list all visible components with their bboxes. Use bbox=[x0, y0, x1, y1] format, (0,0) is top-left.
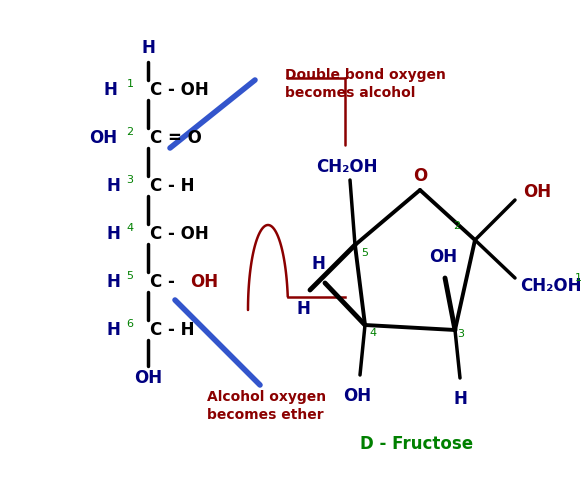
Text: CH₂OH: CH₂OH bbox=[316, 158, 378, 176]
Text: 3: 3 bbox=[127, 175, 134, 185]
Text: OH: OH bbox=[190, 273, 218, 291]
Text: 6: 6 bbox=[127, 319, 134, 329]
Text: 5: 5 bbox=[361, 248, 368, 258]
Text: Alcohol oxygen
becomes ether: Alcohol oxygen becomes ether bbox=[207, 390, 326, 422]
Text: OH: OH bbox=[89, 129, 117, 147]
Text: O: O bbox=[413, 167, 427, 185]
Text: OH: OH bbox=[134, 369, 162, 387]
Text: H: H bbox=[103, 81, 117, 99]
Text: 1: 1 bbox=[575, 273, 581, 283]
Text: 4: 4 bbox=[370, 328, 376, 338]
Text: C - H: C - H bbox=[150, 321, 195, 339]
Text: 5: 5 bbox=[127, 271, 134, 281]
Text: C - OH: C - OH bbox=[150, 225, 209, 243]
Text: CH₂OH: CH₂OH bbox=[520, 277, 581, 295]
Text: OH: OH bbox=[343, 387, 371, 405]
Text: H: H bbox=[453, 390, 467, 408]
Text: OH: OH bbox=[523, 183, 551, 201]
Text: H: H bbox=[311, 255, 325, 273]
Text: H: H bbox=[106, 177, 120, 195]
Text: H: H bbox=[106, 225, 120, 243]
Text: C = O: C = O bbox=[150, 129, 202, 147]
Text: 4: 4 bbox=[127, 223, 134, 233]
Text: C -: C - bbox=[150, 273, 181, 291]
Text: Double bond oxygen
becomes alcohol: Double bond oxygen becomes alcohol bbox=[285, 68, 446, 100]
Text: H: H bbox=[106, 273, 120, 291]
Text: D - Fructose: D - Fructose bbox=[360, 435, 473, 453]
Text: H: H bbox=[141, 39, 155, 57]
Text: 1: 1 bbox=[127, 79, 134, 89]
Text: 3: 3 bbox=[457, 329, 464, 339]
Text: H: H bbox=[296, 300, 310, 318]
Text: C - H: C - H bbox=[150, 177, 195, 195]
Text: C - OH: C - OH bbox=[150, 81, 209, 99]
Text: 2: 2 bbox=[127, 127, 134, 137]
Text: OH: OH bbox=[429, 248, 457, 266]
Text: H: H bbox=[106, 321, 120, 339]
Text: 2: 2 bbox=[453, 221, 461, 231]
